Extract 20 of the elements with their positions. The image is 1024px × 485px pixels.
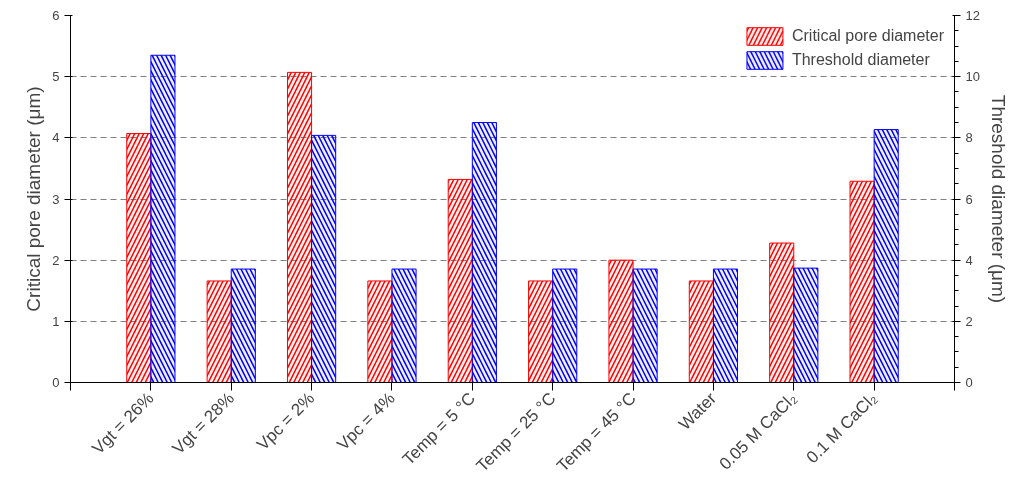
y-tick-label: 6 [52, 8, 60, 23]
legend-label: Threshold diameter [791, 51, 930, 69]
y-axis-title: Critical pore diameter (μm) [23, 86, 45, 312]
y2-tick-label: 10 [965, 69, 980, 85]
y-tick-label: 1 [52, 313, 60, 329]
y-tick-label: 0 [52, 375, 60, 390]
x-tick-label: Vpc = 4% [333, 388, 399, 454]
x-tick-label: Vpc = 2% [253, 388, 319, 454]
y2-tick-label: 4 [965, 252, 973, 268]
y-tick-label: 2 [52, 252, 60, 268]
y2-tick-label: 6 [965, 191, 973, 207]
y-tick-label: 5 [52, 69, 60, 85]
y2-tick-label: 8 [965, 130, 973, 146]
y2-tick-label: 0 [965, 375, 973, 390]
y-tick-label: 3 [52, 191, 60, 207]
legend-label: Critical pore diameter [791, 27, 944, 45]
y-tick-label: 4 [52, 130, 60, 146]
y2-tick-label: 12 [965, 8, 980, 23]
y2-tick-label: 2 [965, 313, 973, 329]
y2-axis-title: Threshold diameter (μm) [987, 94, 1009, 304]
